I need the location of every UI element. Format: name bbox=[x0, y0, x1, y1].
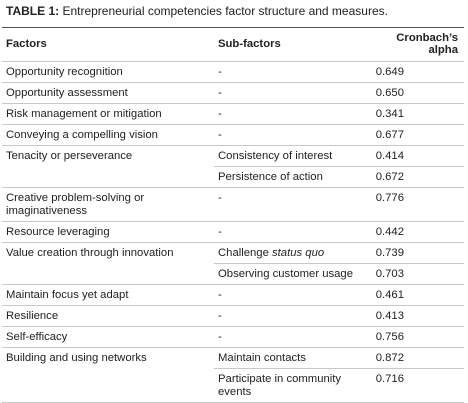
table-cell: 0.341 bbox=[364, 103, 464, 125]
cell-text-part: status quo bbox=[272, 247, 325, 259]
table-cell: Self-efficacy bbox=[2, 326, 214, 348]
table-cell: Persistence of action bbox=[214, 166, 364, 188]
table-cell: 0.461 bbox=[364, 284, 464, 306]
title-text: Entrepreneurial competencies factor stru… bbox=[62, 4, 388, 18]
table-title: TABLE 1: Entrepreneurial competencies fa… bbox=[6, 4, 388, 18]
table-cell: 0.414 bbox=[364, 145, 464, 167]
table-cell: 0.672 bbox=[364, 166, 464, 188]
table-row: Participate in community events 0.716 bbox=[2, 368, 464, 403]
table-cell: 0.756 bbox=[364, 326, 464, 348]
table-cell: Conveying a compelling vision bbox=[2, 124, 214, 146]
table-cell: 0.776 bbox=[364, 187, 464, 222]
table-row: Conveying a compelling vision -0.677 bbox=[2, 124, 464, 146]
table-cell: - bbox=[214, 187, 364, 222]
table-cell: Tenacity or perseverance bbox=[2, 145, 214, 167]
table-row: Resource leveraging -0.442 bbox=[2, 221, 464, 243]
header-cell: Cronbach’s alpha bbox=[396, 32, 458, 56]
table-cell: - bbox=[214, 103, 364, 125]
table: Factors Sub-factors Cronbach’s alpha Opp… bbox=[2, 27, 464, 403]
table-cell: 0.677 bbox=[364, 124, 464, 146]
table-cell: - bbox=[214, 82, 364, 104]
table-cell: - bbox=[214, 221, 364, 243]
table-cell bbox=[2, 264, 214, 285]
table-cell: 0.442 bbox=[364, 221, 464, 243]
table-cell: Maintain contacts bbox=[214, 347, 364, 369]
table-cell: - bbox=[214, 326, 364, 348]
table-row: Self-efficacy -0.756 bbox=[2, 326, 464, 348]
table-cell: 0.739 bbox=[364, 242, 464, 264]
table-cell: Resource leveraging bbox=[2, 221, 214, 243]
table-row: Maintain focus yet adapt -0.461 bbox=[2, 284, 464, 306]
table-cell: 0.716 bbox=[364, 368, 464, 403]
table-cell: Building and using networks bbox=[2, 347, 214, 369]
header-cell: Sub-factors bbox=[218, 38, 281, 50]
table-cell: Value creation through innovation bbox=[2, 242, 214, 264]
table-cell: - bbox=[214, 284, 364, 306]
table-cell: Creative problem-solving or imaginativen… bbox=[2, 187, 214, 222]
table-row: Observing customer usage 0.703 bbox=[2, 263, 464, 285]
table-row: Persistence of action 0.672 bbox=[2, 166, 464, 188]
table-cell: - bbox=[214, 305, 364, 327]
table-cell bbox=[2, 368, 214, 403]
table-cell: - bbox=[214, 124, 364, 146]
table-row: Risk management or mitigation -0.341 bbox=[2, 103, 464, 125]
table-cell: Opportunity assessment bbox=[2, 82, 214, 104]
table-row: Opportunity recognition -0.649 bbox=[2, 61, 464, 83]
table-cell bbox=[2, 167, 214, 188]
table-body: Opportunity recognition -0.649 Opportunity… bbox=[2, 61, 464, 403]
table-cell: 0.649 bbox=[364, 61, 464, 83]
table-row: Resilience -0.413 bbox=[2, 305, 464, 327]
table-row: Opportunity assessment -0.650 bbox=[2, 82, 464, 104]
table-cell: - bbox=[214, 61, 364, 83]
table-header: Factors Sub-factors Cronbach’s alpha bbox=[2, 27, 464, 62]
table-cell: Consistency of interest bbox=[214, 145, 364, 167]
table-cell: Participate in community events bbox=[214, 368, 364, 403]
title-label: TABLE 1: bbox=[6, 4, 60, 18]
table-cell: Resilience bbox=[2, 305, 214, 327]
table-row: Value creation through innovation Challen… bbox=[2, 242, 464, 264]
table-cell: 0.413 bbox=[364, 305, 464, 327]
table-cell: Opportunity recognition bbox=[2, 61, 214, 83]
table-row: Tenacity or perseverance Consistency of i… bbox=[2, 145, 464, 167]
table-cell: Observing customer usage bbox=[214, 263, 364, 285]
cell-text-part: Challenge bbox=[218, 247, 269, 259]
table-cell: 0.703 bbox=[364, 263, 464, 285]
header-cell: Factors bbox=[6, 38, 47, 50]
table-cell: Risk management or mitigation bbox=[2, 103, 214, 125]
table-row: Creative problem-solving or imaginativen… bbox=[2, 187, 464, 222]
table-cell: 0.650 bbox=[364, 82, 464, 104]
table-cell: Maintain focus yet adapt bbox=[2, 284, 214, 306]
table-cell: 0.872 bbox=[364, 347, 464, 369]
table-cell: Challenge status quo bbox=[214, 242, 364, 264]
table-row: Building and using networks Maintain cont… bbox=[2, 347, 464, 369]
header-row: Factors Sub-factors Cronbach’s alpha bbox=[2, 27, 464, 62]
